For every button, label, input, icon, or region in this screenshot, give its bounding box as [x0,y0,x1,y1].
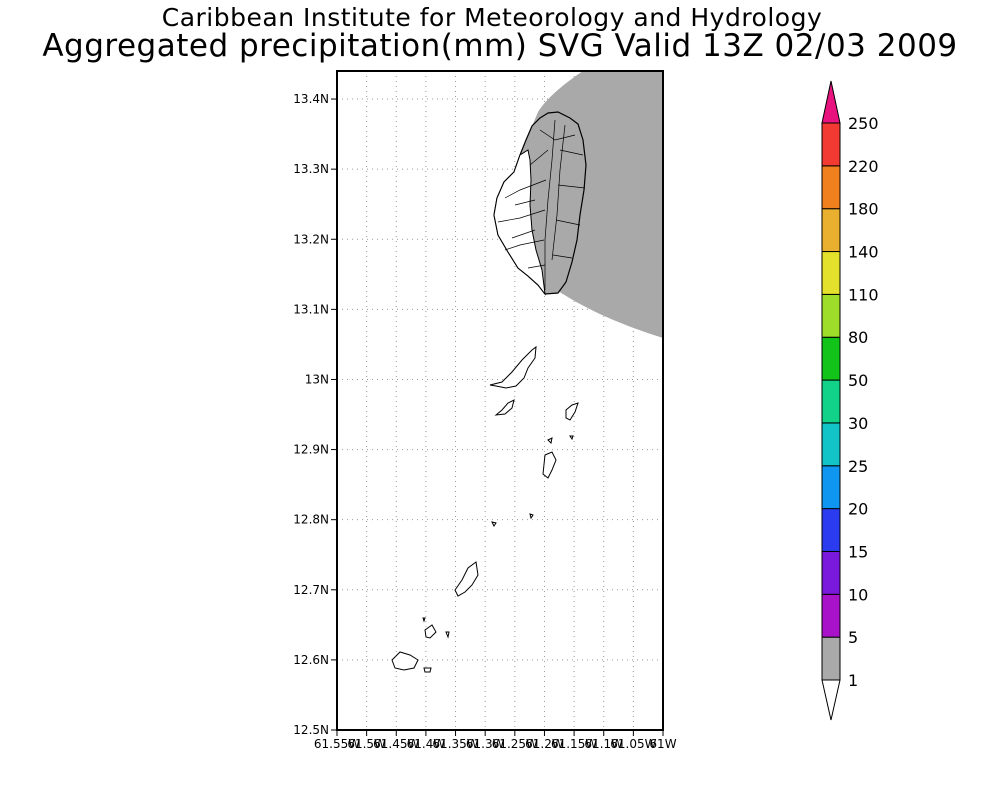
colorbar-label: 15 [848,542,868,561]
lon-tick-label: 61.25W [492,737,538,751]
colorbar-segment [821,636,841,681]
colorbar-label: 1 [848,671,858,690]
lat-tick-label: 12.8N [293,513,329,527]
colorbar-segment [821,465,841,510]
lat-tick-label: 13.3N [293,162,329,176]
lat-tick-label: 12.7N [293,583,329,597]
lat-tick-label: 13.4N [293,92,329,106]
colorbar-label: 110 [848,285,879,304]
colorbar-segment [821,251,841,295]
lon-tick-label: 61.15W [551,737,597,751]
colorbar-label: 20 [848,500,868,519]
colorbar-segment [821,165,841,210]
lon-tick-label: 61W [649,737,676,751]
lon-tick-label: 61.4W [407,737,446,751]
colorbar-segment [821,550,841,595]
colorbar-label: 5 [848,628,858,647]
colorbar-label: 25 [848,457,868,476]
header-title-institute: Caribbean Institute for Meteorology and … [161,3,823,32]
lon-tick-label: 61.55W [314,737,360,751]
colorbar-segment [821,336,841,381]
lon-tick-label: 61.3W [466,737,505,751]
colorbar-label: 180 [848,200,879,219]
lon-tick-label: 61.1W [584,737,623,751]
lat-tick-label: 12.5N [293,723,329,737]
lon-tick-label: 61.2W [525,737,564,751]
lat-tick-label: 13.1N [293,302,329,316]
islands-grenadines [391,345,579,673]
map-frame [336,70,664,731]
lat-tick-label: 13.2N [293,232,329,246]
colorbar-over-triangle [821,80,841,124]
lon-tick-label: 61.05W [610,737,656,751]
colorbar-segment [821,593,841,638]
colorbar-segment [821,508,841,552]
lon-tick-label: 61.35W [432,737,478,751]
colorbar-label: 50 [848,371,868,390]
colorbar-segment [821,422,841,467]
colorbar-label: 220 [848,157,879,176]
colorbar-label: 30 [848,414,868,433]
colorbar-label: 140 [848,243,879,262]
lon-tick-label: 61.5W [347,737,386,751]
lat-tick-label: 13N [305,372,329,386]
lat-tick-label: 12.9N [293,443,329,457]
latitude-axis: 13.4N 13.3N 13.2N 13.1N 13N 12.9N 12.8N 12.7N 12… [293,92,337,737]
colorbar-segment [821,293,841,338]
colorbar-label: 80 [848,328,868,347]
colorbar-label: 10 [848,585,868,604]
colorbar-segment [821,122,841,167]
colorbar-segment [821,379,841,424]
lon-tick-label: 61.45W [373,737,419,751]
longitude-axis: 61.55W61.5W61.45W61.4W61.35W61.3W61.25W6… [314,730,677,751]
header-title-product: Aggregated precipitation(mm) SVG Valid 1… [42,28,958,64]
colorbar-segment [821,208,841,253]
colorbar-label: 250 [848,114,879,133]
colorbar-under-triangle [821,679,841,721]
lat-tick-label: 12.6N [293,653,329,667]
island-st-vincent [493,111,587,296]
